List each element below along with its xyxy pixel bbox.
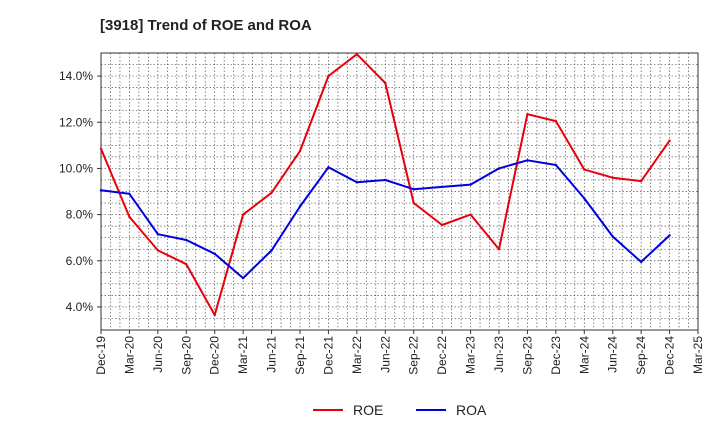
data-point-roa	[639, 260, 643, 264]
x-tick-label: Jun-23	[492, 336, 506, 373]
x-tick-label: Sep-20	[179, 336, 193, 375]
y-tick-label: 12.0%	[59, 115, 93, 129]
data-point-roa	[270, 249, 273, 252]
legend-label-roa: ROA	[456, 402, 487, 418]
data-point-roe	[156, 249, 160, 252]
y-tick-label: 6.0%	[66, 254, 94, 268]
data-point-roe	[668, 139, 671, 142]
data-point-roa	[327, 166, 330, 169]
y-tick-label: 4.0%	[66, 300, 94, 314]
x-tick-label: Sep-22	[407, 336, 421, 375]
x-tick-label: Mar-24	[577, 336, 591, 374]
legend: ROE ROA	[313, 402, 487, 418]
x-tick-label: Dec-19	[94, 336, 108, 375]
data-point-roe	[583, 168, 586, 171]
x-tick-label: Sep-24	[634, 336, 648, 375]
data-point-roa	[298, 205, 302, 208]
data-point-roe	[469, 213, 472, 216]
data-point-roa	[213, 252, 216, 256]
data-point-roa	[185, 238, 188, 242]
data-point-roe	[554, 119, 558, 123]
data-point-roe	[241, 213, 245, 216]
x-tick-label: Mar-20	[122, 336, 136, 374]
data-point-roe	[327, 74, 330, 78]
data-point-roe	[384, 81, 387, 85]
y-tick-label: 8.0%	[66, 208, 94, 222]
x-tick-label: Mar-25	[691, 336, 705, 374]
x-tick-label: Dec-23	[549, 336, 563, 375]
data-point-roa	[156, 233, 160, 236]
chart-title: [3918] Trend of ROE and ROA	[100, 17, 312, 34]
data-point-roa	[99, 189, 103, 192]
data-point-roe	[355, 52, 359, 56]
x-tick-label: Dec-20	[208, 336, 222, 375]
x-tick-label: Sep-21	[293, 336, 307, 375]
x-tick-label: Jun-20	[151, 336, 165, 373]
data-point-roe	[128, 215, 131, 219]
x-tick-label: Dec-24	[663, 336, 677, 375]
data-point-roa	[668, 234, 671, 237]
x-tick-label: Dec-21	[321, 336, 335, 375]
data-point-roa	[355, 181, 359, 184]
data-point-roa	[412, 187, 415, 191]
data-point-roa	[241, 276, 245, 280]
x-tick-label: Mar-21	[236, 336, 250, 374]
data-point-roe	[497, 248, 501, 251]
data-point-roe	[412, 201, 415, 205]
data-point-roe	[611, 176, 614, 179]
x-tick-label: Dec-22	[435, 336, 449, 375]
data-point-roa	[440, 185, 444, 189]
data-point-roa	[469, 183, 472, 186]
data-point-roe	[99, 147, 103, 150]
plot-area: 4.0% 6.0% 8.0% 10.0% 12.0% 14.0% Dec-19 Mar-20 J…	[59, 52, 705, 375]
x-tick-label: Jun-22	[378, 336, 392, 373]
data-point-roe	[213, 313, 216, 317]
data-point-roa	[583, 197, 586, 200]
data-point-roa	[611, 235, 614, 238]
data-point-roa	[526, 159, 529, 162]
x-tick-label: Jun-24	[606, 336, 620, 373]
y-tick-label: 14.0%	[59, 69, 93, 83]
x-tick-label: Jun-21	[265, 336, 279, 373]
x-tick-label: Mar-22	[350, 336, 364, 374]
data-point-roe	[298, 149, 302, 153]
data-point-roa	[554, 163, 558, 167]
x-tick-label: Mar-23	[464, 336, 478, 374]
y-tick-label: 10.0%	[59, 161, 93, 175]
data-point-roe	[639, 179, 643, 183]
data-point-roa	[497, 167, 501, 170]
data-point-roa	[384, 178, 387, 182]
data-point-roe	[526, 112, 529, 116]
data-point-roe	[185, 263, 188, 266]
x-tick-label: Sep-23	[520, 336, 534, 375]
data-point-roe	[440, 223, 444, 227]
legend-label-roe: ROE	[353, 402, 383, 418]
data-point-roe	[270, 191, 273, 194]
data-point-roa	[128, 192, 131, 196]
